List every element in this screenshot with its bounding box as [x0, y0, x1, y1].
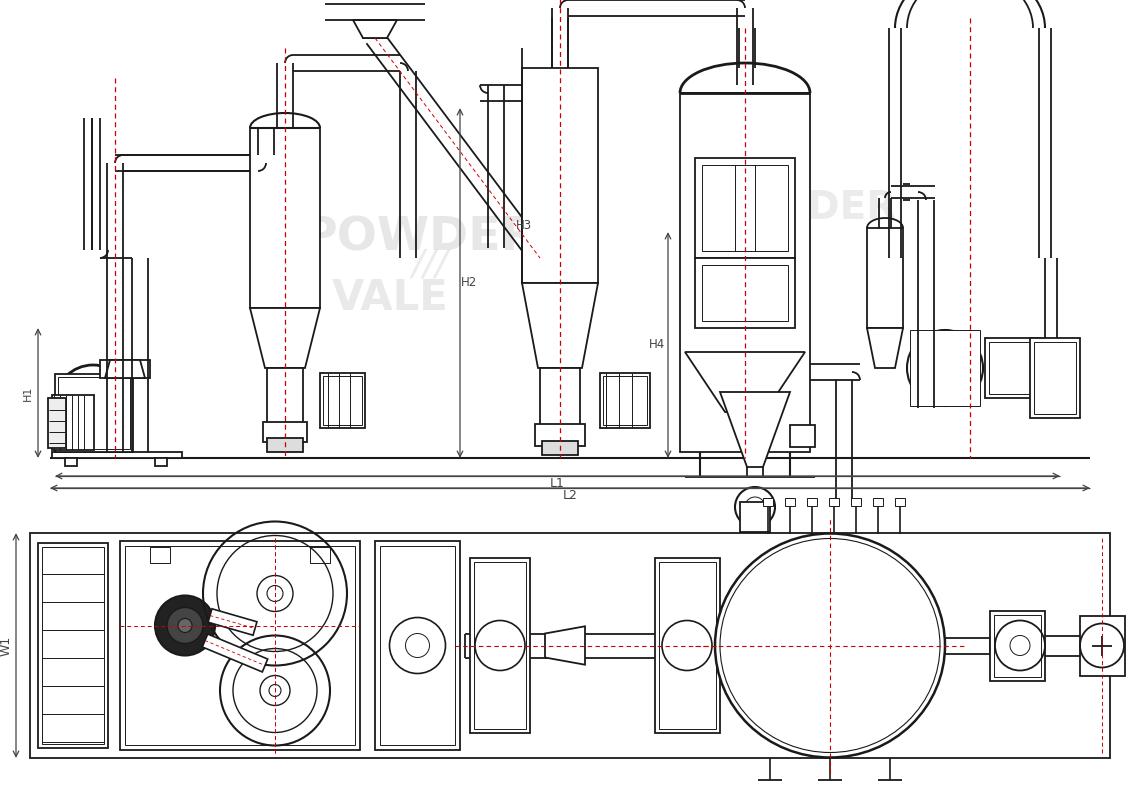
Bar [655, 558, 720, 733]
Bar [680, 93, 810, 452]
Bar [52, 395, 94, 450]
Polygon shape [720, 392, 790, 467]
Text: ///: /// [775, 216, 805, 245]
Text: H2: H2 [461, 276, 477, 289]
Bar [695, 258, 795, 328]
Circle shape [178, 618, 192, 633]
Bar [790, 425, 815, 447]
Polygon shape [867, 328, 903, 368]
Text: H3: H3 [516, 219, 532, 232]
Text: L2: L2 [562, 489, 577, 502]
Bar [100, 360, 150, 378]
Bar [323, 376, 362, 425]
Bar [867, 228, 903, 328]
Bar [1045, 358, 1056, 388]
Text: VALE: VALE [332, 277, 449, 319]
Bar [702, 265, 788, 321]
Polygon shape [545, 626, 585, 665]
Polygon shape [105, 360, 145, 378]
Text: POWDER: POWDER [703, 189, 896, 227]
Bar [154, 458, 167, 466]
Polygon shape [208, 608, 257, 635]
Bar [994, 615, 1041, 676]
Text: ///: /// [412, 248, 449, 282]
Polygon shape [250, 308, 320, 368]
Bar [702, 165, 788, 251]
Bar [470, 558, 531, 733]
Bar [1080, 616, 1125, 675]
Bar [985, 338, 1039, 398]
Bar [364, 20, 387, 38]
Bar [895, 498, 905, 506]
Bar [785, 498, 795, 506]
Bar [989, 342, 1036, 394]
Bar [58, 377, 130, 449]
Bar [381, 546, 456, 745]
Bar [540, 368, 580, 428]
Bar [695, 158, 795, 258]
Bar [52, 452, 182, 458]
Bar [659, 562, 716, 729]
Text: L1: L1 [550, 477, 565, 490]
Bar [600, 373, 650, 428]
Text: W1: W1 [0, 635, 12, 655]
Bar [763, 498, 772, 506]
Circle shape [154, 595, 215, 655]
Bar [740, 502, 770, 532]
Bar [37, 543, 108, 748]
Bar [603, 376, 648, 425]
Bar [267, 438, 303, 452]
Bar [523, 68, 598, 283]
Ellipse shape [720, 538, 939, 752]
Bar [42, 547, 105, 744]
Bar [320, 373, 365, 428]
Bar [1034, 342, 1076, 414]
Text: ///: /// [650, 639, 680, 668]
Bar [872, 498, 883, 506]
Circle shape [167, 608, 203, 643]
Bar [65, 458, 77, 466]
Polygon shape [202, 634, 268, 672]
Bar [120, 541, 360, 750]
Bar [267, 368, 303, 428]
Polygon shape [685, 352, 805, 412]
Polygon shape [523, 283, 598, 368]
Bar [250, 128, 320, 308]
Bar [125, 546, 354, 745]
Bar [375, 541, 460, 750]
Ellipse shape [715, 533, 945, 758]
Bar [910, 330, 980, 406]
Bar [264, 422, 307, 442]
Bar [807, 498, 817, 506]
Text: H1: H1 [23, 385, 33, 401]
Text: POWDER: POWDER [302, 216, 537, 260]
Text: POWDER: POWDER [584, 608, 777, 646]
Bar [1030, 338, 1080, 418]
Circle shape [937, 360, 953, 376]
Text: VALE: VALE [594, 663, 695, 697]
Polygon shape [353, 20, 396, 38]
Bar [150, 547, 170, 563]
Bar [30, 533, 1110, 758]
Bar [535, 424, 585, 446]
Bar [474, 562, 526, 729]
Text: VALE: VALE [709, 239, 811, 273]
Polygon shape [367, 32, 548, 264]
Bar [829, 498, 840, 506]
Bar [48, 398, 66, 448]
Text: H4: H4 [649, 339, 665, 351]
Bar [310, 547, 329, 563]
Bar [851, 498, 861, 506]
Bar [989, 611, 1045, 680]
Bar [55, 374, 133, 452]
Bar [542, 441, 578, 455]
